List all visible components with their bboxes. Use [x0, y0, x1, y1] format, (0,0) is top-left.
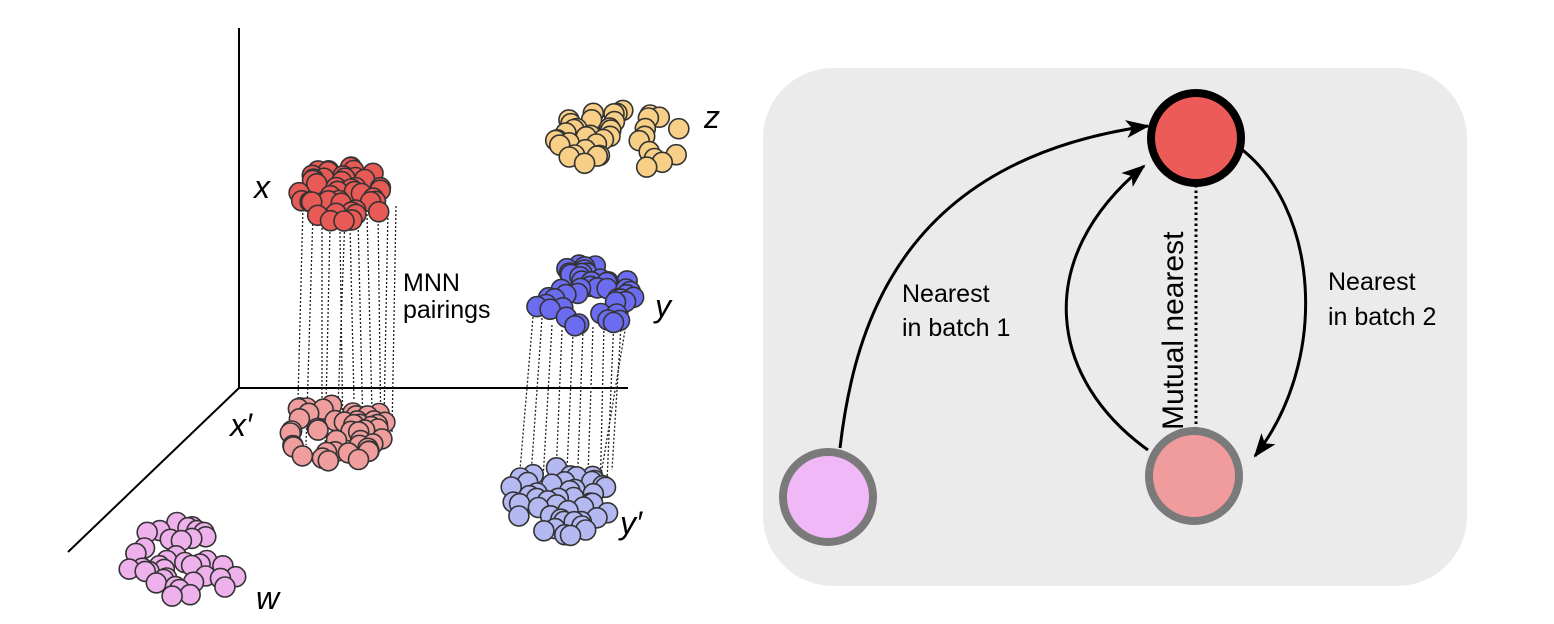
- axes: [67, 28, 628, 553]
- cluster-y-prime-point: [559, 524, 582, 547]
- mnn-pairing-line-x: [349, 224, 355, 401]
- mnn-pairing-line-y: [529, 317, 543, 491]
- cluster-y: [526, 254, 645, 337]
- mnn-pairing-line-x: [339, 231, 344, 441]
- cluster-y-prime-point: [533, 519, 555, 542]
- label-w: w: [256, 580, 281, 616]
- cluster-x-prime-point: [291, 445, 314, 467]
- cluster-y-point: [564, 314, 586, 337]
- label-y-prime: y′: [618, 505, 643, 541]
- mnn-pairing-line-x: [383, 209, 389, 421]
- mnn-pairing-line-y: [599, 322, 605, 501]
- cluster-z: [544, 99, 690, 178]
- mnn-pairing-line-x: [366, 213, 373, 411]
- mnn-pairing-line-y: [576, 329, 584, 493]
- cluster-x-point: [367, 201, 390, 223]
- right-panel: Nearest in batch 1 Nearest in batch 2 Mu…: [763, 68, 1467, 586]
- cluster-y-point: [602, 311, 625, 334]
- cluster-x-prime-point: [317, 449, 340, 472]
- cluster-x-prime-point: [347, 448, 370, 471]
- mnn-pairing-line-x: [391, 205, 397, 433]
- edge-nearest-batch-2: [1235, 143, 1308, 458]
- label-x: x: [252, 169, 271, 205]
- edge-nearest-batch-1: [838, 120, 1150, 449]
- edge-left-label-line2: in batch 1: [902, 314, 1010, 342]
- label-x-prime: x′: [228, 407, 253, 443]
- cluster-x-point: [333, 210, 355, 232]
- cluster-x-prime-point: [307, 419, 329, 441]
- edge-back-to-top: [1064, 164, 1149, 452]
- cluster-w-point: [161, 585, 183, 607]
- node-left: [779, 448, 877, 546]
- mnn-pairing-line-y: [519, 304, 535, 471]
- depth-axis: [67, 387, 240, 553]
- edge-right-label-line2: in batch 2: [1328, 303, 1436, 331]
- mnn-pairing-line-x: [297, 204, 304, 401]
- cluster-y-prime: [500, 456, 619, 547]
- cluster-z-point: [635, 156, 658, 178]
- node-right: [1145, 427, 1243, 525]
- right-panel-background: [763, 68, 1467, 586]
- edge-left-label-line1: Nearest: [902, 280, 990, 308]
- label-y: y: [653, 288, 673, 324]
- mnn-pairing-line-y: [566, 332, 574, 471]
- cluster-z-point: [573, 152, 596, 175]
- mnn-pairing-line-x: [305, 211, 314, 446]
- mnn-pairing-line-y: [606, 317, 615, 483]
- mnn-pairing-line-x: [357, 217, 364, 431]
- label-z: z: [703, 99, 720, 135]
- cluster-w-point: [179, 583, 201, 606]
- mnn-label-line1: MNN: [403, 269, 460, 297]
- mnn-pairing-line-y: [611, 309, 623, 471]
- cluster-w: [118, 511, 247, 607]
- edge-right-label-line1: Nearest: [1328, 268, 1416, 296]
- cluster-z-point: [667, 117, 690, 140]
- cluster-w-point: [214, 576, 236, 598]
- mnn-pairing-line-y: [542, 324, 553, 481]
- node-top: [1147, 89, 1245, 187]
- mutual-nearest-label: Mutual nearest: [1157, 231, 1190, 430]
- cluster-y-prime-point: [508, 505, 530, 527]
- mnn-pairing-line-y: [587, 326, 594, 476]
- left-panel: x z y x′ y′ w MNN pairings: [67, 28, 720, 616]
- cluster-x-prime: [279, 394, 396, 472]
- mnn-label-line2: pairings: [403, 296, 491, 324]
- cluster-x: [288, 156, 392, 232]
- mnn-pairing-lines: [297, 204, 631, 506]
